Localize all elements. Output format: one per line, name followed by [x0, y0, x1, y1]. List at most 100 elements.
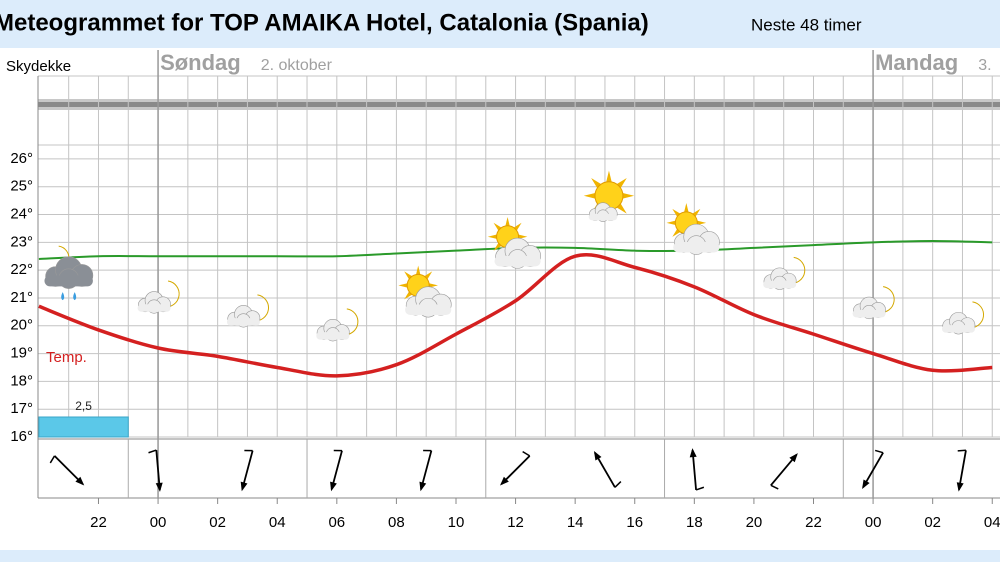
- cloud-cover-core: [38, 102, 1000, 107]
- wind-arrow: [593, 450, 622, 488]
- sun-ray: [616, 203, 627, 214]
- cloud-base: [137, 304, 171, 312]
- weather-symbol: [316, 308, 359, 342]
- wind-barb: [874, 449, 884, 454]
- wind-barb: [957, 449, 966, 452]
- wind-head: [862, 479, 870, 490]
- wind-head: [789, 453, 798, 463]
- wind-barb: [49, 455, 56, 464]
- weather-symbol: [583, 170, 635, 222]
- wind-head: [330, 481, 337, 492]
- raindrop: [61, 292, 65, 301]
- wind-arrow: [419, 449, 433, 492]
- sun-ray: [428, 283, 438, 288]
- sun-ray: [583, 193, 596, 199]
- x-tick-label: 22: [90, 514, 107, 531]
- weather-symbol: [137, 280, 180, 314]
- sun-ray: [616, 177, 627, 189]
- grid: [37, 50, 1000, 504]
- day-name: Mandag: [875, 50, 958, 75]
- x-tick-label: 16: [626, 514, 643, 531]
- x-tick-label: 02: [924, 514, 941, 531]
- sun-ray: [505, 216, 510, 226]
- x-tick-label: 02: [209, 514, 226, 531]
- cloud-base: [494, 255, 541, 267]
- wind-head: [240, 481, 248, 492]
- x-tick-label: 10: [448, 514, 465, 531]
- y-tick-label: 24°: [10, 206, 33, 223]
- y-tick-label: 18°: [10, 372, 33, 389]
- y-tick-label: 25°: [10, 178, 33, 195]
- wind-head: [956, 482, 964, 492]
- x-tick-label: 12: [507, 514, 524, 531]
- weather-symbol: [44, 245, 94, 301]
- wind-head: [75, 476, 85, 486]
- y-tick-label: 20°: [10, 317, 33, 334]
- sun-ray: [684, 203, 689, 213]
- wind-arrow: [770, 453, 798, 490]
- y-tick-label: 21°: [10, 289, 33, 306]
- sun-ray: [606, 170, 612, 183]
- day-date: 3.: [978, 57, 991, 74]
- cloud-base: [852, 309, 886, 318]
- series-line: [38, 253, 993, 378]
- weather-symbol: [852, 286, 895, 320]
- y-tick-label: 16°: [10, 428, 33, 445]
- wind-arrow: [240, 449, 254, 492]
- header-band: [0, 0, 1000, 48]
- sun-ray: [622, 193, 635, 199]
- wind-arrow: [689, 448, 705, 491]
- wind-arrow: [862, 449, 884, 490]
- sun-ray: [398, 283, 408, 288]
- footer-band: [0, 550, 1000, 562]
- weather-symbol: [763, 256, 806, 290]
- weather-symbol: [398, 265, 452, 318]
- cloud-base: [588, 213, 618, 221]
- x-tick-label: 00: [865, 514, 882, 531]
- raindrop: [73, 292, 77, 301]
- x-tick-label: 06: [328, 514, 345, 531]
- x-tick-label: 22: [805, 514, 822, 531]
- wind-head: [155, 482, 163, 492]
- cloud-base: [673, 241, 720, 253]
- sun-ray: [518, 234, 528, 239]
- wind-barb: [770, 484, 779, 490]
- wind-head: [500, 476, 509, 486]
- wind-arrow: [148, 449, 163, 492]
- wind-arrow: [330, 449, 343, 492]
- wind-barb: [148, 449, 157, 454]
- cloud-label: Skydekke: [6, 58, 71, 75]
- sun-ray: [697, 220, 707, 226]
- x-tick-label: 18: [686, 514, 703, 531]
- x-tick-label: 04: [984, 514, 1000, 531]
- day-date: 2. oktober: [261, 57, 333, 74]
- day-name: Søndag: [160, 50, 241, 75]
- sun-ray: [416, 265, 421, 275]
- cloud-base: [226, 318, 260, 326]
- sun-ray: [487, 234, 497, 239]
- precip-label: 2,5: [75, 399, 92, 413]
- series-label: Temp.: [46, 349, 87, 366]
- chart-subtitle: Neste 48 timer: [751, 15, 862, 34]
- x-tick-label: 14: [567, 514, 584, 531]
- y-tick-label: 19°: [10, 345, 33, 362]
- precip-bar: [38, 416, 129, 438]
- weather-symbol: [941, 301, 984, 335]
- cloud-base: [941, 325, 975, 333]
- cloud-base: [405, 304, 452, 316]
- wind-head: [689, 448, 697, 458]
- wind-arrow: [49, 455, 85, 486]
- sun-ray: [666, 220, 676, 226]
- wind-arrow: [956, 449, 967, 492]
- y-tick-label: 26°: [10, 150, 33, 167]
- y-tick-label: 22°: [10, 261, 33, 278]
- weather-symbol: [666, 203, 720, 255]
- y-tick-label: 17°: [10, 400, 33, 417]
- x-tick-label: 20: [746, 514, 763, 531]
- wind-barb: [695, 486, 705, 491]
- wind-head: [419, 481, 427, 492]
- wind-arrow: [500, 450, 531, 486]
- sun-ray: [591, 177, 602, 189]
